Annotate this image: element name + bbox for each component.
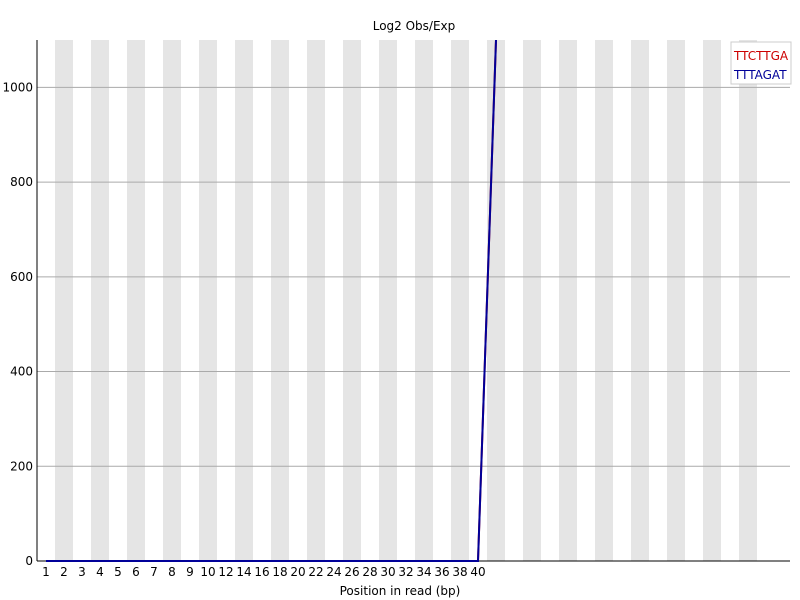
y-tick-label: 0 [25, 554, 33, 568]
x-tick-label: 6 [132, 565, 140, 579]
x-tick-label: 7 [150, 565, 158, 579]
x-tick-label: 38 [452, 565, 467, 579]
band [739, 40, 757, 561]
x-tick-label: 14 [236, 565, 251, 579]
legend-entry: TTTAGAT [733, 68, 787, 82]
x-tick-label: 32 [398, 565, 413, 579]
horizontal-gridlines [37, 86, 790, 467]
band [91, 40, 109, 561]
x-tick-label: 26 [344, 565, 359, 579]
x-tick-label: 9 [186, 565, 194, 579]
x-tick-label: 1 [42, 565, 50, 579]
band [343, 40, 361, 561]
y-tick-label: 400 [10, 365, 33, 379]
x-tick-label: 20 [290, 565, 305, 579]
x-tick-label: 28 [362, 565, 377, 579]
x-tick-label: 5 [114, 565, 122, 579]
x-tick-label: 2 [60, 565, 68, 579]
x-tick-label: 34 [416, 565, 431, 579]
x-tick-label: 3 [78, 565, 86, 579]
y-tick-label: 200 [10, 459, 33, 473]
band [235, 40, 253, 561]
x-tick-label: 4 [96, 565, 104, 579]
band [559, 40, 577, 561]
x-tick-label: 30 [380, 565, 395, 579]
x-tick-label: 18 [272, 565, 287, 579]
band [415, 40, 433, 561]
legend-box [730, 41, 792, 85]
series-lines [46, 39, 497, 562]
band [667, 40, 685, 561]
band [127, 40, 145, 561]
chart-title: Log2 Obs/Exp [373, 19, 456, 33]
x-tick-label: 8 [168, 565, 176, 579]
band [703, 40, 721, 561]
band [451, 40, 469, 561]
legend: TTCTTGA TTTAGAT [730, 41, 792, 85]
band [199, 40, 217, 561]
band [271, 40, 289, 561]
series-line-tttagat [46, 39, 497, 562]
band [307, 40, 325, 561]
y-tick-label: 1000 [2, 80, 33, 94]
x-tick-label: 40 [470, 565, 485, 579]
x-tick-label: 10 [200, 565, 215, 579]
x-tick-label: 12 [218, 565, 233, 579]
y-axis-ticks: 0 200 400 600 800 1000 [2, 80, 33, 568]
band [595, 40, 613, 561]
band [55, 40, 73, 561]
y-tick-label: 600 [10, 270, 33, 284]
band [163, 40, 181, 561]
band [379, 40, 397, 561]
alternating-bands [55, 40, 757, 561]
x-axis-ticks: 1 2 3 4 5 6 7 8 9 10 12 14 16 18 20 22 24 26 28 30 32 34 36 38 4… [42, 565, 485, 579]
legend-entry: TTCTTGA [733, 49, 789, 63]
x-tick-label: 16 [254, 565, 269, 579]
y-tick-label: 800 [10, 175, 33, 189]
x-tick-label: 22 [308, 565, 323, 579]
band [631, 40, 649, 561]
x-axis-label: Position in read (bp) [340, 584, 461, 598]
x-tick-label: 36 [434, 565, 449, 579]
x-tick-label: 24 [326, 565, 341, 579]
band [523, 40, 541, 561]
band [487, 40, 505, 561]
